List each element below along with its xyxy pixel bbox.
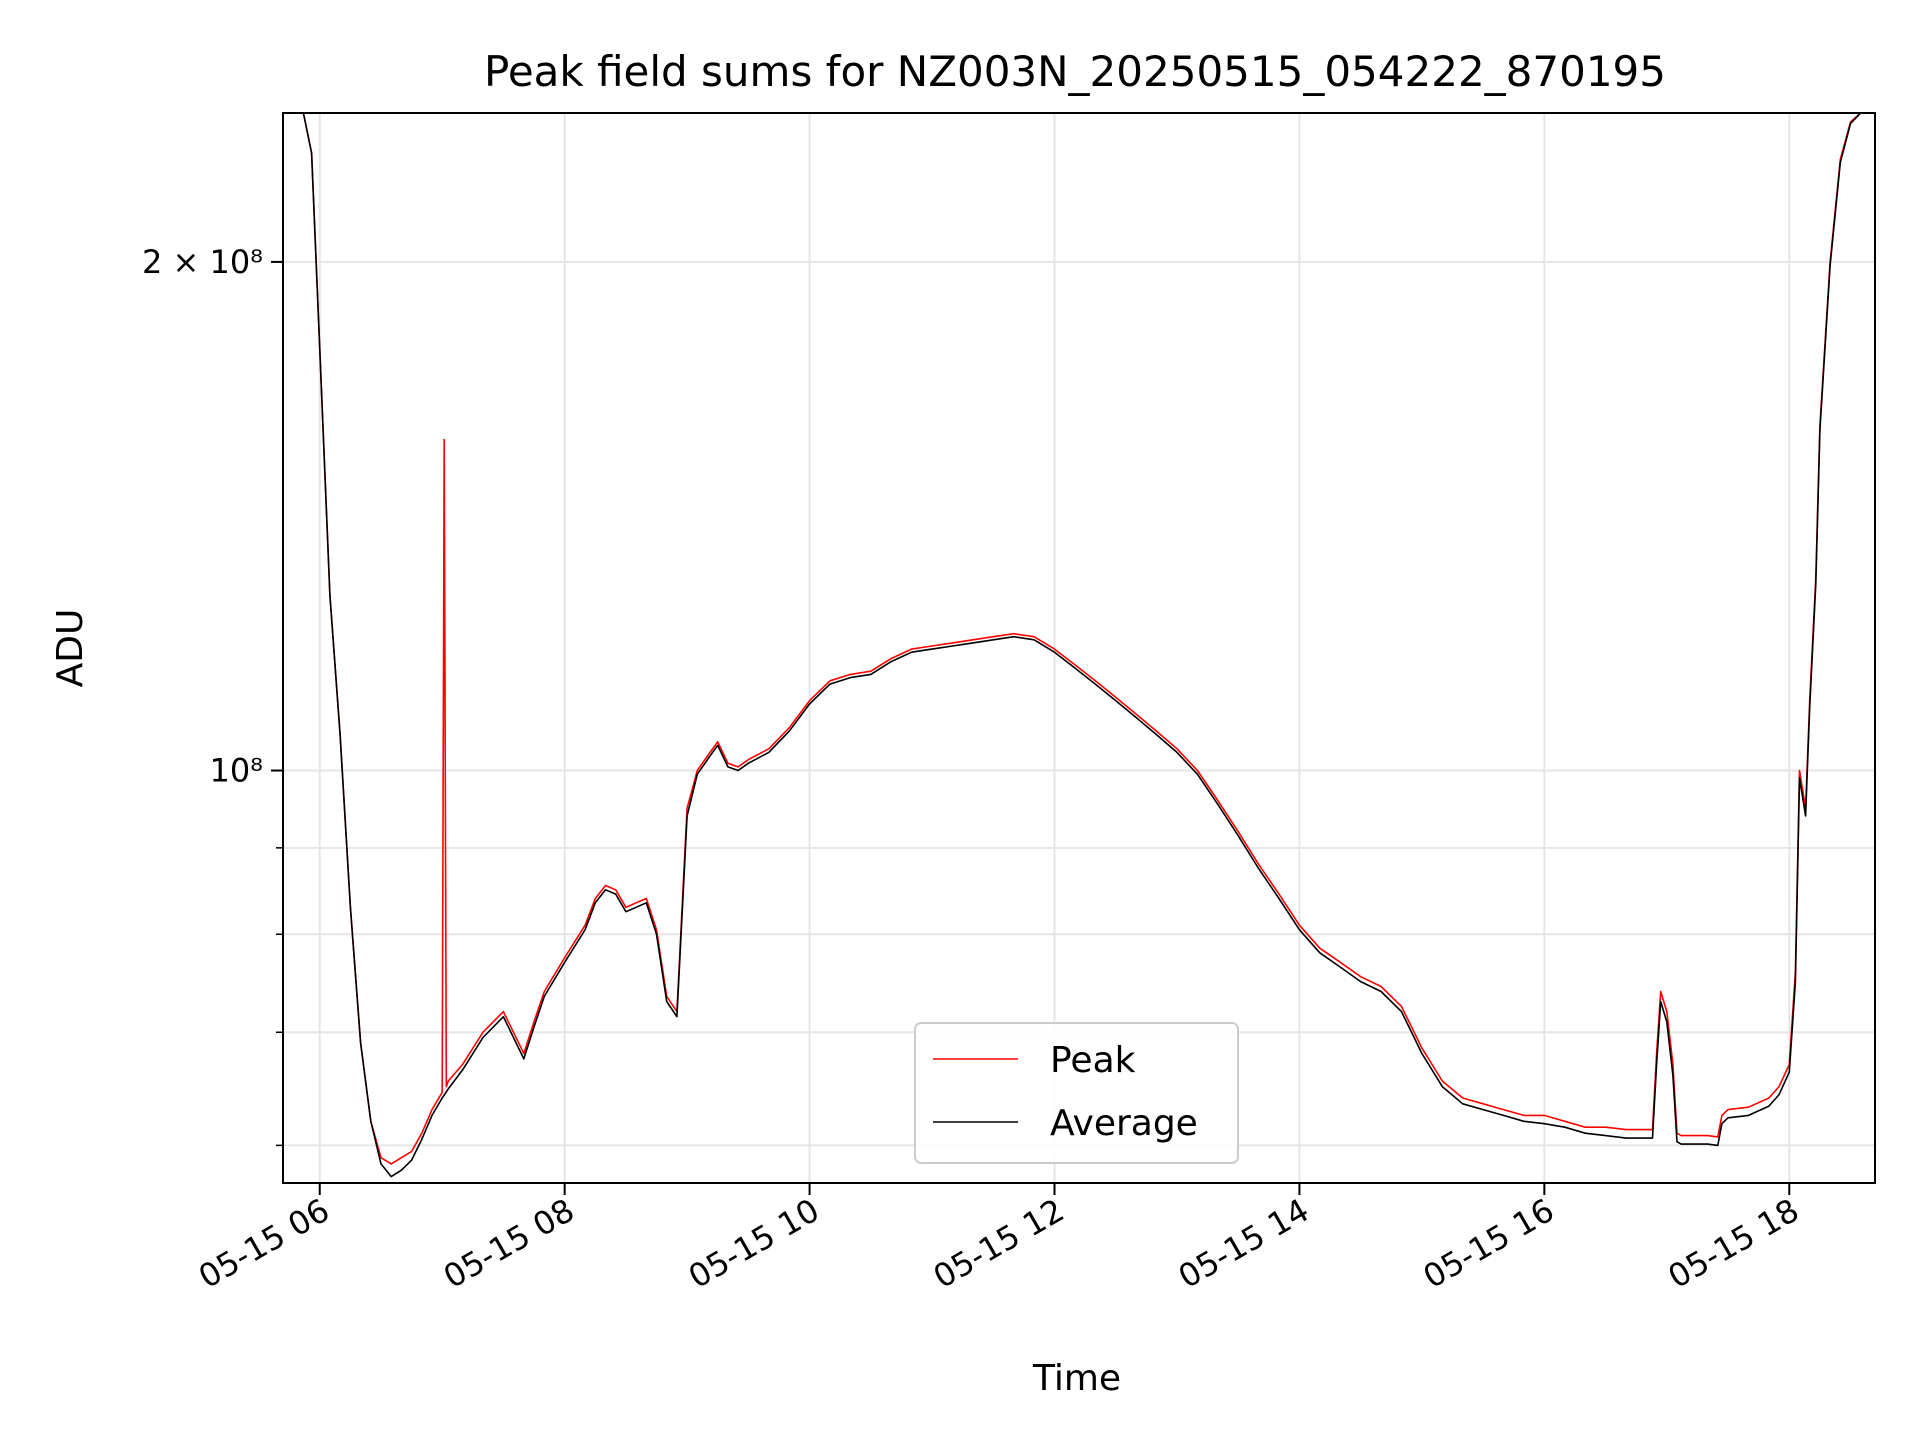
legend-label-average: Average: [1050, 1103, 1198, 1144]
plot-frame: [282, 112, 1876, 1184]
x-axis-label: Time: [1032, 1358, 1121, 1399]
legend: Peak Average: [914, 1022, 1239, 1164]
series-line-peak: [283, 113, 1875, 1165]
y-tick-label: 10⁸: [209, 752, 263, 790]
legend-box: [914, 1022, 1239, 1164]
series-layer: [283, 113, 1875, 1178]
legend-label-peak: Peak: [1050, 1040, 1136, 1081]
y-axis-label: ADU: [50, 609, 91, 688]
chart-title: Peak field sums for NZ003N_20250515_0542…: [484, 47, 1666, 96]
y-tick-label: 2 × 10⁸: [142, 243, 263, 281]
series-line-average: [283, 113, 1875, 1178]
